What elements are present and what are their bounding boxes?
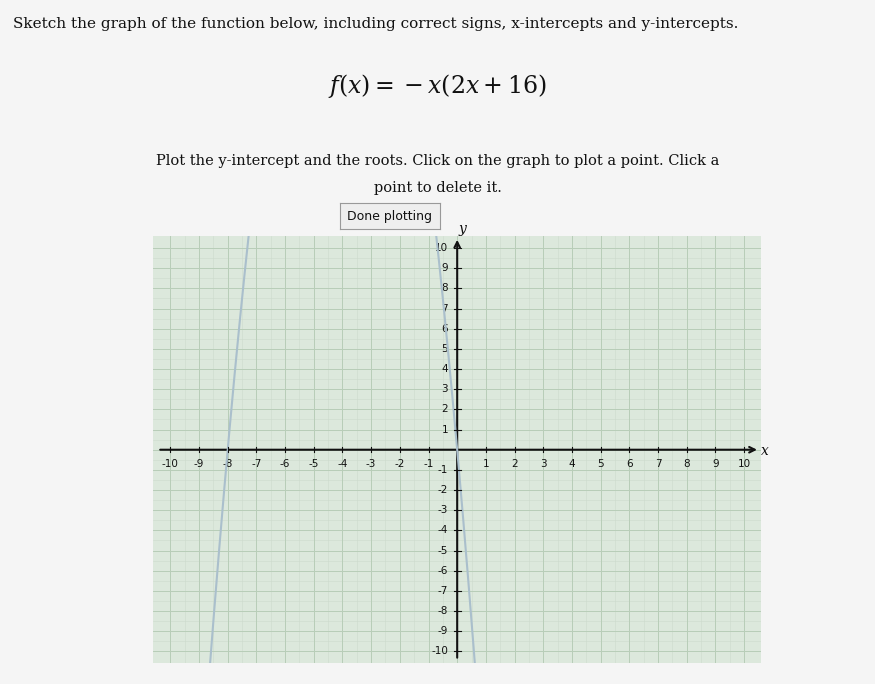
Text: 6: 6	[441, 324, 448, 334]
Text: 8: 8	[683, 459, 690, 469]
Text: 9: 9	[712, 459, 718, 469]
Text: 7: 7	[654, 459, 662, 469]
Text: -5: -5	[438, 546, 448, 555]
Text: y: y	[459, 222, 467, 237]
Text: -2: -2	[438, 485, 448, 495]
Text: -7: -7	[251, 459, 262, 469]
Text: 8: 8	[441, 283, 448, 293]
Text: -10: -10	[431, 646, 448, 657]
Text: Done plotting: Done plotting	[347, 209, 432, 223]
Text: 10: 10	[435, 243, 448, 253]
Text: 4: 4	[441, 364, 448, 374]
Text: 1: 1	[482, 459, 489, 469]
Text: -8: -8	[222, 459, 233, 469]
Text: 7: 7	[441, 304, 448, 313]
Text: 5: 5	[598, 459, 604, 469]
Text: 2: 2	[511, 459, 518, 469]
Text: point to delete it.: point to delete it.	[374, 181, 501, 195]
Text: Plot the y-intercept and the roots. Click on the graph to plot a point. Click a: Plot the y-intercept and the roots. Clic…	[156, 154, 719, 168]
Text: -8: -8	[438, 606, 448, 616]
Text: 10: 10	[738, 459, 751, 469]
Text: -9: -9	[438, 627, 448, 636]
Text: 6: 6	[626, 459, 633, 469]
Text: -1: -1	[424, 459, 434, 469]
Text: -4: -4	[337, 459, 347, 469]
Text: 9: 9	[441, 263, 448, 273]
Text: 5: 5	[441, 344, 448, 354]
Text: -4: -4	[438, 525, 448, 536]
Text: -6: -6	[280, 459, 290, 469]
Text: 3: 3	[540, 459, 547, 469]
Text: -5: -5	[309, 459, 319, 469]
Text: Sketch the graph of the function below, including correct signs, x-intercepts an: Sketch the graph of the function below, …	[13, 17, 738, 31]
Text: -3: -3	[438, 505, 448, 515]
Text: -7: -7	[438, 586, 448, 596]
Text: -1: -1	[438, 465, 448, 475]
Text: -2: -2	[395, 459, 405, 469]
Text: 4: 4	[569, 459, 575, 469]
Text: -9: -9	[194, 459, 204, 469]
Text: 2: 2	[441, 404, 448, 415]
Text: -3: -3	[366, 459, 376, 469]
Text: $f(x) = -x(2x + 16)$: $f(x) = -x(2x + 16)$	[328, 72, 547, 100]
Text: 3: 3	[441, 384, 448, 394]
Text: 1: 1	[441, 425, 448, 434]
Text: x: x	[760, 444, 768, 458]
Text: -6: -6	[438, 566, 448, 576]
Text: -10: -10	[162, 459, 178, 469]
